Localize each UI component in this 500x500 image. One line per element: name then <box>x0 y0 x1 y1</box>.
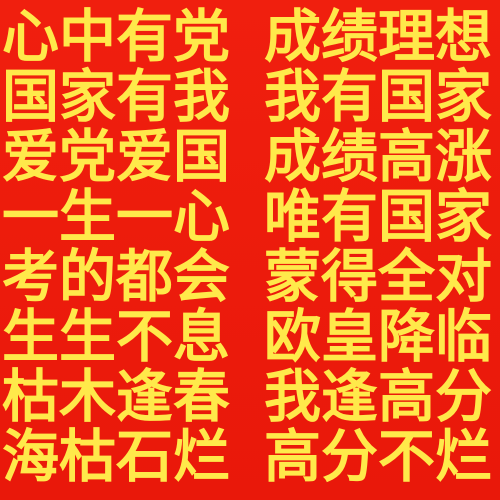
slogan-left-1: 心中有党 <box>2 4 230 70</box>
slogan-right-7: 我逢高分 <box>264 364 492 430</box>
slogan-left-4: 一生一心 <box>2 184 230 250</box>
slogan-right-6: 欧皇降临 <box>264 304 492 370</box>
slogan-left-7: 枯木逢春 <box>2 364 230 430</box>
slogan-row-7: 枯木逢春 我逢高分 <box>0 366 500 428</box>
slogan-row-6: 生生不息 欧皇降临 <box>0 306 500 368</box>
slogan-right-3: 成绩高涨 <box>264 124 492 190</box>
slogan-left-5: 考的都会 <box>2 244 230 310</box>
slogan-right-2: 我有国家 <box>264 64 492 130</box>
slogan-left-3: 爱党爱国 <box>2 124 230 190</box>
slogan-row-8: 海枯石烂 高分不烂 <box>0 426 500 488</box>
slogan-left-6: 生生不息 <box>2 304 230 370</box>
slogan-row-1: 心中有党 成绩理想 <box>0 6 500 68</box>
slogan-right-4: 唯有国家 <box>264 184 492 250</box>
slogan-row-5: 考的都会 蒙得全对 <box>0 246 500 308</box>
slogan-row-3: 爱党爱国 成绩高涨 <box>0 126 500 188</box>
slogan-left-8: 海枯石烂 <box>2 424 230 490</box>
slogan-left-2: 国家有我 <box>2 64 230 130</box>
slogan-right-8: 高分不烂 <box>264 424 492 490</box>
slogan-row-4: 一生一心 唯有国家 <box>0 186 500 248</box>
slogan-right-1: 成绩理想 <box>264 4 492 70</box>
slogan-right-5: 蒙得全对 <box>264 244 492 310</box>
slogan-row-2: 国家有我 我有国家 <box>0 66 500 128</box>
